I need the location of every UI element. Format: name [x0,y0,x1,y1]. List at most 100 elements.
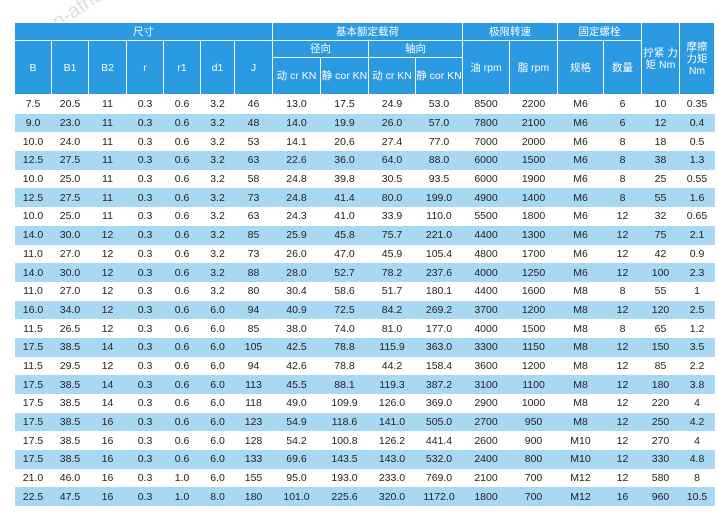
cell-r: 0.3 [126,188,164,208]
cell-b2: 12 [88,319,127,338]
cell-j: 128 [234,431,273,451]
cell-grease-rpm: 950 [509,412,558,432]
table-row: 10.0 24.0 11 0.3 0.6 3.2 53 14.1 20.6 27.4 77.0 700… [14,132,715,152]
cell-b2: 14 [88,337,127,357]
cell-oil-rpm: 4000 [462,263,510,282]
cell-r: 0.3 [126,468,164,488]
cell-torque: 55 [641,281,680,301]
cell-static-radial: 88.1 [320,375,369,394]
cell-b1: 38.5 [51,450,89,469]
cell-bolt-count: 12 [603,337,642,357]
cell-b: 11.5 [14,319,52,338]
table-row: 17.5 38.5 16 0.3 0.6 6.0 128 54.2 100.8 126.2 441.… [14,431,715,451]
table-row: 17.5 38.5 14 0.3 0.6 6.0 105 42.5 78.8 115.9 363.0… [14,337,715,357]
cell-bolt-spec: M6 [557,94,604,114]
cell-r: 0.3 [126,375,164,394]
cell-b2: 12 [88,225,127,245]
cell-b2: 11 [88,132,127,152]
cell-static-axial: 180.1 [415,281,463,301]
cell-bolt-count: 16 [603,487,642,507]
cell-b1: 38.5 [51,337,89,357]
cell-friction: 2.5 [679,300,715,320]
cell-dyn-radial: 95.0 [272,468,321,488]
cell-r1: 0.6 [163,244,201,264]
cell-dyn-axial: 126.0 [368,394,416,413]
cell-static-radial: 39.8 [320,169,369,189]
cell-bolt-count: 8 [603,132,642,152]
cell-j: 123 [234,412,273,432]
cell-grease-rpm: 1200 [509,356,558,376]
cell-d1: 6.0 [200,468,235,488]
cell-bolt-spec: M8 [557,300,604,320]
table-row: 22.5 47.5 16 0.3 1.0 8.0 180 101.0 225.6 320.0 117… [14,487,715,507]
cell-b: 17.5 [14,337,52,357]
cell-bolt-spec: M8 [557,394,604,413]
cell-dyn-axial: 26.0 [368,113,416,133]
cell-j: 133 [234,450,273,469]
cell-dyn-radial: 38.0 [272,319,321,338]
cell-grease-rpm: 1250 [509,263,558,282]
cell-b: 11.5 [14,356,52,376]
cell-static-radial: 225.6 [320,487,369,507]
cell-static-radial: 193.0 [320,468,369,488]
cell-r1: 0.6 [163,188,201,208]
cell-j: 118 [234,394,273,413]
cell-grease-rpm: 1500 [509,151,558,170]
cell-b1: 38.5 [51,431,89,451]
cell-dyn-radial: 69.6 [272,450,321,469]
cell-oil-rpm: 2700 [462,412,510,432]
cell-bolt-spec: M8 [557,319,604,338]
cell-j: 113 [234,375,273,394]
cell-static-axial: 769.0 [415,468,463,488]
cell-bolt-count: 12 [603,468,642,488]
cell-r: 0.3 [126,207,164,226]
cell-dyn-radial: 14.1 [272,132,321,152]
cell-d1: 6.0 [200,319,235,338]
cell-r: 0.3 [126,113,164,133]
cell-dyn-radial: 101.0 [272,487,321,507]
cell-oil-rpm: 2900 [462,394,510,413]
cell-dyn-axial: 143.0 [368,450,416,469]
cell-bolt-count: 12 [603,225,642,245]
header-col-b: B [14,40,52,95]
cell-bolt-spec: M6 [557,132,604,152]
cell-dyn-axial: 126.2 [368,431,416,451]
cell-b: 17.5 [14,450,52,469]
cell-friction: 3.5 [679,337,715,357]
cell-b2: 16 [88,487,127,507]
cell-b1: 47.5 [51,487,89,507]
cell-dyn-axial: 141.0 [368,412,416,432]
cell-friction: 0.9 [679,244,715,264]
cell-bolt-spec: M6 [557,113,604,133]
cell-j: 63 [234,151,273,170]
cell-dyn-axial: 80.0 [368,188,416,208]
cell-b: 14.0 [14,225,52,245]
cell-b: 21.0 [14,468,52,488]
table-row: 14.0 30.0 12 0.3 0.6 3.2 88 28.0 52.7 78.2 237.6 40… [14,263,715,282]
cell-d1: 6.0 [200,450,235,469]
cell-b: 14.0 [14,263,52,282]
cell-static-axial: 110.0 [415,207,463,226]
cell-dyn-radial: 26.0 [272,244,321,264]
cell-torque: 75 [641,225,680,245]
cell-static-axial: 158.4 [415,356,463,376]
cell-dyn-radial: 49.0 [272,394,321,413]
cell-dyn-radial: 28.0 [272,263,321,282]
cell-b1: 23.0 [51,113,89,133]
cell-b: 17.5 [14,431,52,451]
cell-bolt-count: 12 [603,244,642,264]
cell-b1: 46.0 [51,468,89,488]
cell-static-axial: 532.0 [415,450,463,469]
cell-dyn-radial: 40.9 [272,300,321,320]
cell-b: 12.5 [14,151,52,170]
cell-torque: 220 [641,394,680,413]
cell-r: 0.3 [126,356,164,376]
cell-static-radial: 41.4 [320,188,369,208]
cell-torque: 580 [641,468,680,488]
cell-torque: 100 [641,263,680,282]
cell-d1: 8.0 [200,487,235,507]
cell-b: 10.0 [14,207,52,226]
cell-dyn-axial: 30.5 [368,169,416,189]
table-body: 7.5 20.5 11 0.3 0.6 3.2 46 13.0 17.5 24.9 53.0 8500… [14,94,715,507]
cell-r: 0.3 [126,412,164,432]
